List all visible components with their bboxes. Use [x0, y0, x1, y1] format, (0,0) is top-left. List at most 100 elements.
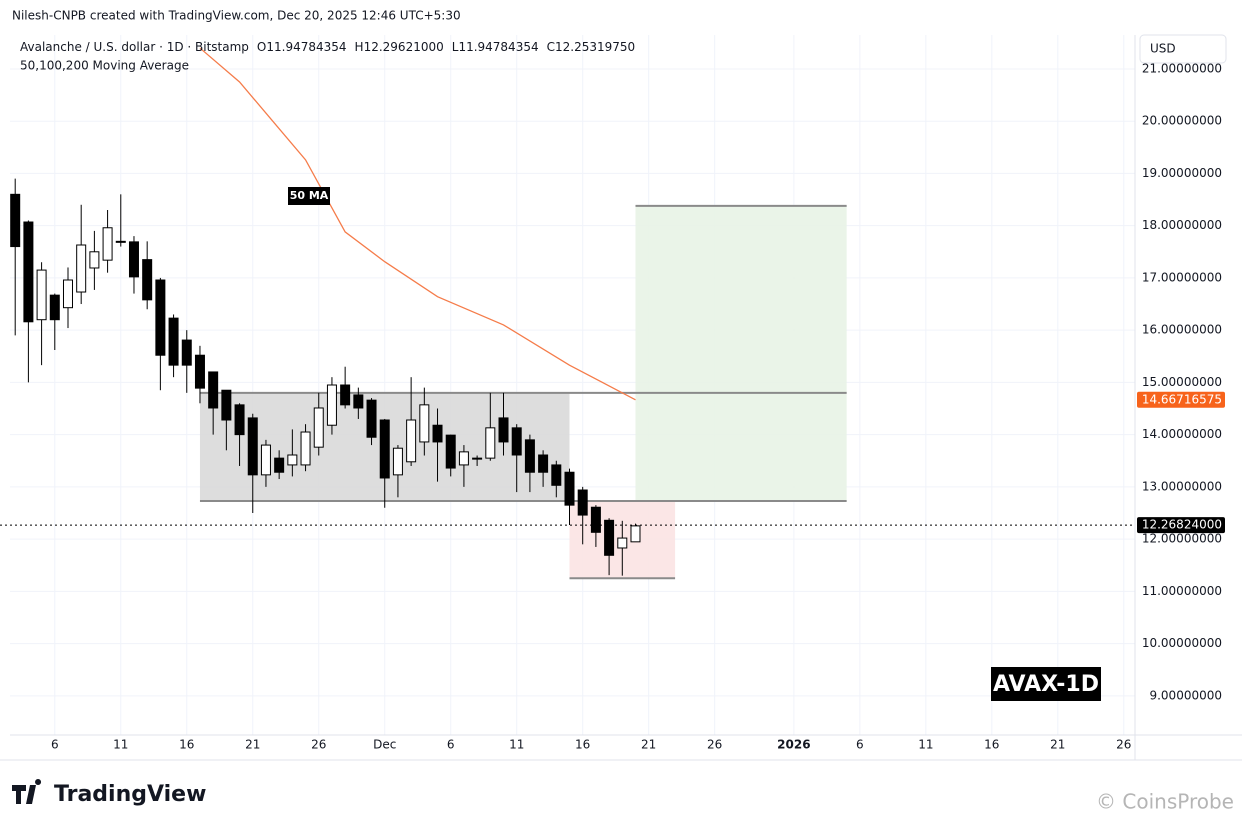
candle-body [128, 241, 139, 278]
ma-label-bg [288, 187, 330, 205]
ohlc-key: O [257, 40, 266, 54]
zone-box [635, 205, 847, 501]
candle-body [524, 439, 535, 473]
candle-body [76, 244, 87, 293]
x-tick-label: 21 [245, 738, 260, 752]
candle-body [49, 294, 60, 321]
candle-body [617, 537, 628, 549]
candle-body [181, 339, 192, 366]
y-tick-label: 19.00000000 [1142, 166, 1222, 180]
candle-body [10, 193, 21, 248]
ma-price-label: 14.66716575 [1142, 392, 1222, 406]
legend: Avalanche / U.S. dollar · 1D · Bitstamp O… [20, 40, 635, 54]
candle-body [300, 431, 311, 466]
ohlc-value: 11.94784354 [458, 40, 538, 54]
x-tick-label: 6 [856, 738, 864, 752]
candle-body [577, 489, 588, 516]
last-price-tag [1137, 517, 1225, 534]
y-tick-label: 16.00000000 [1142, 323, 1222, 337]
y-tick-label: 12.00000000 [1142, 532, 1222, 546]
ma-price-tag [1137, 391, 1225, 408]
x-tick-label: 16 [575, 738, 590, 752]
x-tick-label: 6 [51, 738, 59, 752]
candle-body [36, 269, 47, 321]
credit: Nilesh-CNPB created with TradingView.com… [12, 9, 461, 23]
x-tick-label: 16 [984, 738, 999, 752]
x-tick-label: 16 [179, 738, 194, 752]
candle-body [551, 464, 562, 486]
x-tick-label: 21 [1050, 738, 1065, 752]
candle-body [392, 447, 403, 476]
candle-body [326, 384, 337, 426]
x-tick-label: 21 [641, 738, 656, 752]
y-tick-label: 21.00000000 [1142, 61, 1222, 75]
ma-line [199, 47, 636, 401]
y-tick-label: 11.00000000 [1142, 584, 1222, 598]
candle-body [62, 279, 73, 309]
x-tick-label: 6 [447, 738, 455, 752]
y-tick-label: 10.00000000 [1142, 636, 1222, 650]
x-tick-label: 11 [113, 738, 128, 752]
x-tick-label: 2026 [777, 738, 810, 752]
candle-body [419, 404, 430, 443]
candle-body [221, 389, 232, 421]
candle-body [485, 427, 496, 459]
y-tick-label: 14.00000000 [1142, 427, 1222, 441]
candle-body [604, 519, 615, 556]
ohlc-value: 11.94784354 [266, 40, 346, 54]
candle-body [590, 506, 601, 533]
candle-body [155, 279, 166, 356]
brand: TradingView [54, 782, 206, 807]
ohlc-value: 12.29621000 [364, 40, 444, 54]
candle-body [89, 251, 100, 269]
candle-body [208, 371, 219, 409]
x-tick-label: 26 [1116, 738, 1131, 752]
candle-body [102, 227, 113, 261]
brand-logo [12, 779, 42, 804]
candle-body [353, 394, 364, 409]
candle-body [287, 454, 298, 466]
x-tick-label: 11 [509, 738, 524, 752]
ohlc-key: H [355, 40, 364, 54]
candle-body [458, 451, 469, 466]
watermark: © CoinsProbe [1096, 790, 1234, 814]
grid [10, 35, 1135, 735]
y-tick-label: 15.00000000 [1142, 375, 1222, 389]
ma-label: 50 MA [290, 189, 329, 202]
plot-area [10, 47, 847, 580]
x-tick-label: 26 [311, 738, 326, 752]
ohlc-value: 12.25319750 [555, 40, 635, 54]
candle-body [168, 317, 179, 366]
y-tick-label: 13.00000000 [1142, 479, 1222, 493]
candle-body [340, 384, 351, 406]
y-tick-label: 20.00000000 [1142, 114, 1222, 128]
candle-body [472, 457, 483, 460]
candle-body [142, 259, 153, 301]
candle-body [115, 240, 126, 243]
candle-body [498, 417, 509, 443]
candle-body [511, 427, 522, 456]
y-tick-label: 17.00000000 [1142, 270, 1222, 284]
candle-body [538, 454, 549, 473]
ohlc-key: L [452, 40, 459, 54]
candle-body [406, 419, 417, 463]
x-tick-label: Dec [373, 738, 396, 752]
candle-body [366, 399, 377, 438]
candle-body [260, 444, 271, 476]
y-tick-label: 18.00000000 [1142, 218, 1222, 232]
candle-body [194, 354, 205, 389]
symbol-label: AVAX-1D [993, 672, 1099, 697]
candle-body [445, 434, 456, 469]
currency[interactable]: USD [1150, 42, 1176, 56]
candle-body [313, 407, 324, 448]
indicator: 50,100,200 Moving Average [20, 59, 189, 73]
currency-button[interactable] [1139, 34, 1227, 64]
last-price-label: 12.26824000 [1142, 518, 1222, 532]
x-tick-label: 26 [707, 738, 722, 752]
axes: 9.00000000 10.00000000 11.00000000 12.00000… [51, 61, 1222, 751]
y-tick-label: 9.00000000 [1149, 688, 1222, 702]
ohlc-key: C [547, 40, 555, 54]
candle-body [23, 221, 34, 323]
candle-body [379, 419, 390, 479]
